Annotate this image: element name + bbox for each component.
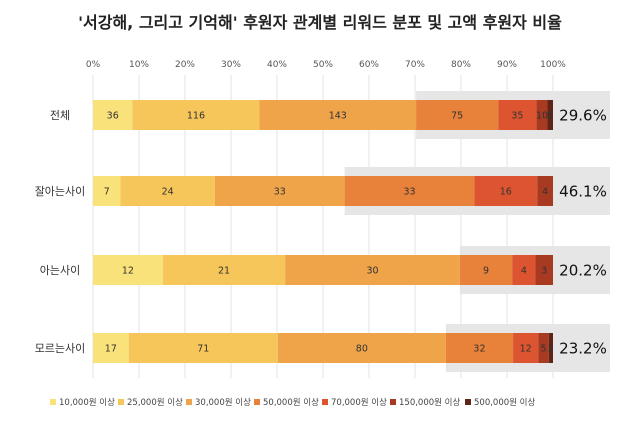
bar-segment [285,255,460,285]
segment-value-label: 35 [511,111,523,122]
x-tick-label: 80% [451,60,471,70]
segment-value-label: 33 [274,187,286,198]
segment-value-label: 32 [473,344,485,355]
bar-segment [214,176,345,206]
legend-swatch [465,399,471,405]
segment-value-label: 36 [107,111,119,122]
bar-segment [128,333,278,363]
segment-value-label: 30 [366,266,378,277]
segment-value-label: 75 [451,111,463,122]
bar-segment [120,176,215,206]
category-label: 모르는사이 [35,342,86,355]
high-donor-ratio: 46.1% [559,183,607,201]
segment-value-label: 3 [541,266,547,277]
bar-segment [512,255,536,285]
high-donor-ratio: 29.6% [559,107,607,125]
bar-segment [93,176,121,206]
bar-segment [344,176,475,206]
bar-segment [537,176,553,206]
legend-swatch [118,399,124,405]
legend-label: 500,000원 이상 [474,397,535,408]
bar-segment [498,100,537,130]
bar-segment [547,100,553,130]
x-tick-label: 40% [267,60,287,70]
segment-value-label: 16 [500,187,512,198]
segment-value-label: 24 [162,187,174,198]
bar-segment [538,333,549,363]
bar-segment [416,100,499,130]
x-tick-label: 50% [313,60,333,70]
legend-swatch [322,399,328,405]
bar-segment [513,333,539,363]
x-tick-label: 20% [175,60,195,70]
segment-value-label: 5 [547,111,553,122]
legend: 10,000원 이상 25,000원 이상 30,000원 이상 50,000원 이상… [50,397,535,408]
segment-value-label: 33 [403,187,415,198]
bar-segment [259,100,417,130]
segment-value-label: 12 [520,344,532,355]
category-label: 아는사이 [40,264,80,277]
segment-labels: 36 116 143 75 35 10 57 24 33 33 16 412 21 30 9 4 317 71 80… [104,111,554,355]
x-tick-label: 60% [359,60,379,70]
legend-label: 10,000원 이상 [59,397,115,408]
chart-title: '서강해, 그리고 기억해' 후원자 관계별 리워드 분포 및 고액 후원자 비… [78,13,562,32]
segment-value-label: 10 [536,111,548,122]
bar-segment [535,255,553,285]
highlight-bands [344,91,610,372]
x-tick-label: 10% [129,60,149,70]
high-donor-ratio: 23.2% [559,340,607,358]
legend-swatch [254,399,260,405]
segment-value-label: 9 [483,266,489,277]
legend-swatch [186,399,192,405]
bar-segment [459,255,513,285]
bar-segment [277,333,446,363]
bar-segment [132,100,260,130]
legend-label: 150,000원 이상 [399,397,460,408]
bar-segment [162,255,286,285]
category-label: 전체 [50,109,70,122]
legend-label: 30,000원 이상 [195,397,251,408]
segment-value-label: 80 [356,344,368,355]
bar-segment [536,100,548,130]
legend-label: 50,000원 이상 [263,397,319,408]
x-tick-label: 100% [540,60,566,70]
bar-segment [548,333,553,363]
segment-value-label: 7 [104,187,110,198]
legend-swatch [50,399,56,405]
segment-value-label: 4 [542,187,548,198]
segment-value-label: 116 [187,111,205,122]
bar-segment [93,333,129,363]
bar-segment [93,255,163,285]
x-tick-label: 70% [405,60,425,70]
segment-value-label: 17 [105,344,117,355]
x-axis-ticks: 0% 10% 20% 30% 40% 50% 60% 70% 80% 90% 100% [86,60,566,70]
bars [93,100,553,363]
high-donor-ratios: 29.6% 46.1% 20.2% 23.2% [559,107,607,358]
bar-segment [93,100,133,130]
legend-label: 70,000원 이상 [331,397,387,408]
legend-label: 25,000원 이상 [127,397,183,408]
high-donor-ratio: 20.2% [559,262,607,280]
segment-value-label: 143 [329,111,347,122]
segment-value-label: 12 [122,266,134,277]
x-tick-label: 30% [221,60,241,70]
segment-value-label: 21 [218,266,230,277]
x-tick-label: 0% [86,60,101,70]
x-tick-label: 90% [497,60,517,70]
segment-value-label: 5 [541,344,547,355]
bar-segment [474,176,538,206]
bar-segment [445,333,514,363]
segment-value-label: 2 [548,344,554,355]
legend-swatch [390,399,396,405]
segment-value-label: 71 [197,344,209,355]
category-label: 잘아는사이 [35,185,86,198]
segment-value-label: 4 [521,266,527,277]
